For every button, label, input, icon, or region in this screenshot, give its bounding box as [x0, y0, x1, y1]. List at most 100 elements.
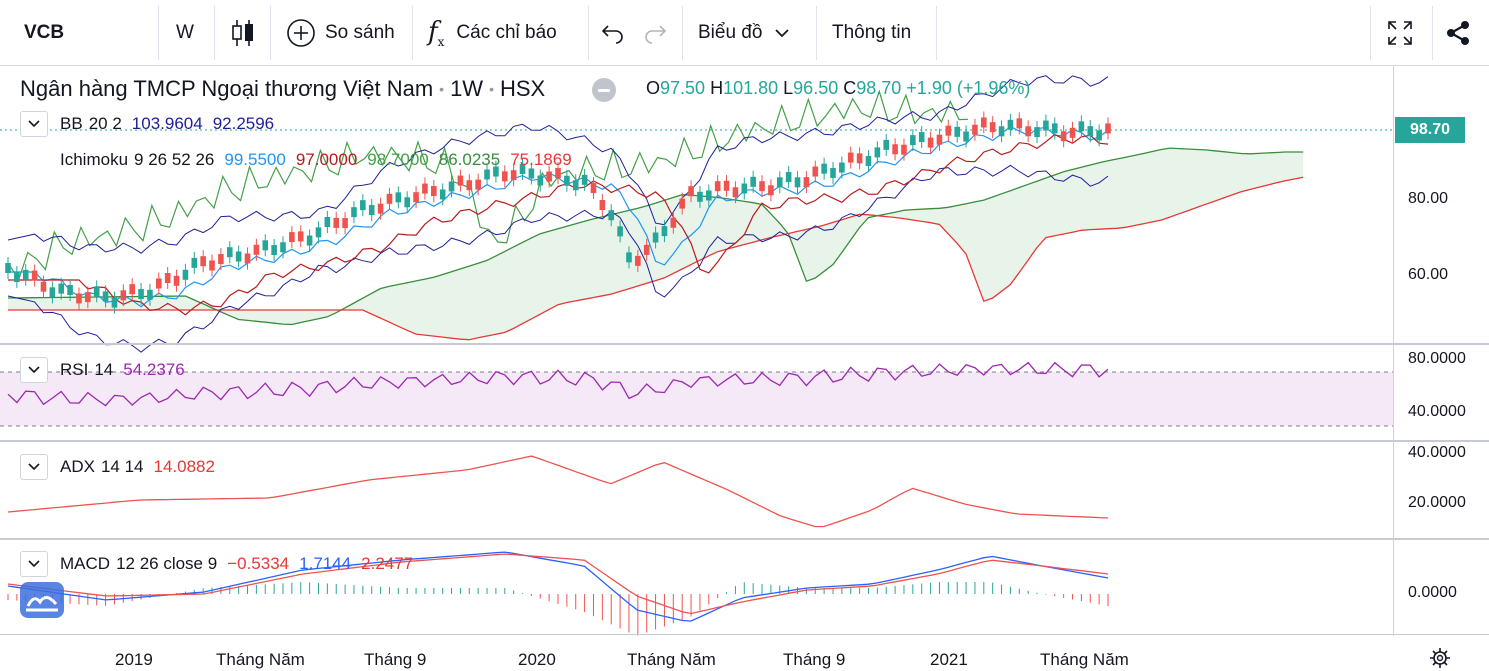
chart-menu-button[interactable]: Biểu đồ — [698, 0, 790, 66]
rsi-band — [0, 372, 1393, 426]
open-value: 97.50 — [660, 78, 706, 98]
bb-lower-line — [7, 164, 1109, 353]
candle-body — [1105, 123, 1111, 134]
macd-hist-value: −0.5334 — [227, 554, 290, 573]
candle-body — [643, 244, 650, 255]
candle-body — [49, 287, 56, 298]
compare-button[interactable]: So sánh — [286, 0, 395, 66]
macd-value: 1.7144 — [299, 554, 352, 573]
candle-body — [289, 232, 295, 243]
collapse-macd-button[interactable] — [20, 551, 48, 577]
candle-body — [723, 180, 730, 191]
tradingview-logo-icon[interactable] — [20, 582, 64, 618]
candle-body — [120, 290, 127, 301]
candle-body — [333, 217, 340, 228]
candle-body — [422, 183, 428, 194]
time-axis-border — [0, 634, 1489, 635]
indicators-button[interactable]: fx Các chỉ báo — [428, 0, 557, 66]
redo-button[interactable] — [642, 0, 668, 66]
info-label: Thông tin — [832, 22, 912, 43]
time-axis-label: Tháng 9 — [364, 650, 427, 669]
undo-button[interactable] — [600, 0, 626, 66]
candle-body — [803, 177, 810, 188]
candle-body — [785, 172, 792, 183]
candle-body — [191, 257, 198, 268]
candle-body — [989, 122, 996, 133]
candle-body — [972, 124, 978, 135]
adx-name: ADX — [60, 457, 95, 476]
candle-body — [342, 218, 348, 229]
candle-body — [351, 207, 357, 218]
time-axis-label: Tháng Năm — [216, 650, 305, 669]
info-button[interactable]: Thông tin — [832, 0, 911, 66]
candle-body — [617, 226, 623, 237]
minus-icon — [598, 89, 610, 92]
chevron-down-icon — [28, 463, 40, 471]
candle-body — [235, 251, 242, 262]
macd-axis-label: 0.0000 — [1408, 584, 1457, 601]
fullscreen-button[interactable] — [1386, 0, 1414, 66]
rsi-axis-label: 40.0000 — [1408, 403, 1466, 420]
candle-body — [448, 181, 455, 192]
toolbar-divider — [816, 6, 817, 60]
candle-body — [102, 291, 109, 302]
candle-body — [262, 240, 269, 251]
candle-body — [404, 197, 410, 208]
candle-body — [439, 189, 446, 200]
toolbar-divider — [936, 6, 937, 60]
candle-body — [830, 167, 836, 178]
candle-body — [776, 177, 783, 188]
pane-separator[interactable] — [0, 440, 1489, 442]
candle-body — [182, 269, 189, 280]
candle-body — [670, 217, 677, 228]
bb-legend: BB 20 2 103.9604 92.2596 — [20, 111, 284, 137]
candle-body — [386, 193, 393, 204]
ichimoku-tenkan-value: 99.5500 — [224, 150, 286, 169]
adx-axis-label: 40.0000 — [1408, 444, 1466, 461]
price-axis-label: 80.00 — [1408, 190, 1449, 207]
candle-body — [85, 292, 91, 303]
collapse-adx-button[interactable] — [20, 454, 48, 480]
candle-body — [1016, 118, 1023, 129]
collapse-rsi-button[interactable] — [20, 357, 48, 383]
candle-body — [368, 205, 375, 216]
candle-body — [1007, 119, 1014, 130]
candle-body — [129, 284, 135, 295]
collapse-indicators-button[interactable] — [20, 111, 48, 137]
pane-separator[interactable] — [0, 343, 1489, 345]
candle-body — [14, 272, 20, 283]
pane-separator[interactable] — [0, 538, 1489, 540]
candle-body — [31, 270, 38, 281]
candle-body — [697, 191, 703, 202]
candle-body — [750, 176, 756, 187]
rsi-line — [7, 361, 1109, 407]
candle-body — [963, 131, 969, 142]
toolbar-divider — [682, 6, 683, 60]
symbol-search-button[interactable]: VCB — [24, 0, 64, 66]
candle-body — [874, 147, 881, 158]
ichimoku-span-a-line — [7, 147, 1304, 326]
candle-body — [555, 168, 561, 179]
time-axis-label: Tháng 9 — [783, 650, 846, 669]
rsi-legend: RSI 14 54.2376 — [20, 357, 195, 383]
toolbar-divider — [214, 6, 215, 60]
bb-upper-value: 103.9604 — [131, 114, 203, 133]
ichimoku-params: 9 26 52 26 — [134, 150, 215, 169]
ichimoku-span-a-value: 86.0235 — [438, 150, 501, 169]
redo-icon — [645, 25, 667, 44]
candles-chart-type-button[interactable] — [230, 0, 256, 66]
hide-legend-button[interactable] — [592, 78, 616, 102]
ichimoku-kijun-line — [8, 133, 1109, 316]
settings-gear-icon[interactable] — [1428, 646, 1452, 670]
ichimoku-span-b-value: 75.1869 — [510, 150, 572, 169]
legend-interval: 1W — [450, 76, 484, 101]
share-icon — [1447, 21, 1469, 45]
price-axis-label: 60.00 — [1408, 266, 1449, 283]
candle-body — [847, 152, 854, 163]
share-button[interactable] — [1444, 0, 1472, 66]
candle-body — [360, 200, 366, 211]
candle-body — [1069, 127, 1076, 138]
interval-button[interactable]: W — [176, 0, 194, 66]
adx-legend: ADX 14 14 14.0882 — [20, 454, 225, 480]
